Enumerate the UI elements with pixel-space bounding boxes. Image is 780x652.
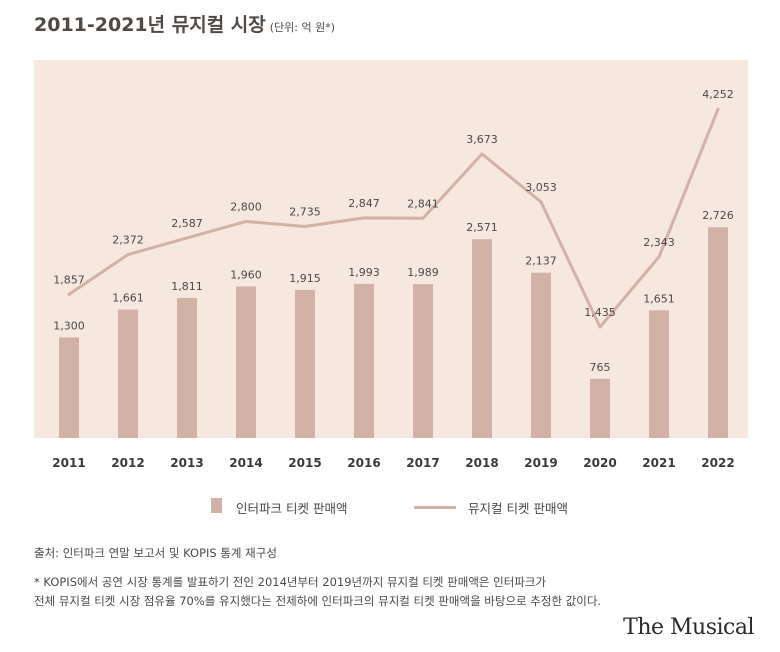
- bar-label-2022: 2,726: [702, 209, 734, 222]
- bar-2021: [649, 310, 669, 438]
- legend: 인터파크 티켓 판매액 뮤지컬 티켓 판매액: [0, 496, 780, 516]
- bar-2012: [118, 309, 138, 438]
- line-label-2015: 2,735: [289, 205, 321, 218]
- footnote-line-2: 전체 뮤지컬 티켓 시장 점유율 70%를 유지했다는 전제하에 인터파크의 뮤…: [34, 594, 602, 608]
- line-label-2021: 2,343: [643, 236, 675, 249]
- bar-label-2017: 1,989: [407, 266, 439, 279]
- x-tick-2018: 2018: [465, 456, 498, 470]
- line-label-2020: 1,435: [584, 306, 616, 319]
- bar-2013: [177, 297, 197, 438]
- bar-2022: [708, 227, 728, 438]
- line-label-2022: 4,252: [702, 88, 734, 101]
- x-tick-2017: 2017: [406, 456, 439, 470]
- bar-label-2018: 2,571: [466, 221, 498, 234]
- chart-unit: (단위: 억 원*): [269, 21, 336, 34]
- bar-label-2021: 1,651: [643, 292, 675, 305]
- bar-2019: [531, 272, 551, 438]
- line-label-2013: 2,587: [171, 217, 203, 230]
- line-series-musical-sales: [67, 107, 720, 329]
- line-label-2011: 1,857: [53, 273, 85, 286]
- x-tick-2019: 2019: [524, 456, 557, 470]
- bar-label-2011: 1,300: [53, 319, 85, 332]
- bar-label-2020: 765: [590, 361, 611, 374]
- bar-label-2019: 2,137: [525, 255, 557, 268]
- x-tick-2020: 2020: [583, 456, 616, 470]
- legend-bar-swatch: [211, 498, 222, 513]
- x-tick-2015: 2015: [288, 456, 321, 470]
- bar-2016: [354, 283, 374, 438]
- bar-label-2012: 1,661: [112, 292, 144, 305]
- bar-2017: [413, 284, 433, 438]
- source-note: 출처: 인터파크 연말 보고서 및 KOPIS 통계 재구성: [34, 546, 277, 560]
- bar-label-2016: 1,993: [348, 266, 380, 279]
- x-tick-2011: 2011: [52, 456, 85, 470]
- bar-label-2015: 1,915: [289, 272, 321, 285]
- footnote-line-1: * KOPIS에서 공연 시장 통계를 발표하기 전인 2014년부터 2019…: [34, 575, 547, 589]
- bar-2011: [59, 337, 79, 438]
- bar-label-2014: 1,960: [230, 268, 262, 281]
- chart-title: 2011-2021년 뮤지컬 시장 (단위: 억 원*): [34, 10, 335, 37]
- line-label-2016: 2,847: [348, 197, 380, 210]
- line-label-2019: 3,053: [525, 181, 557, 194]
- bar-2018: [472, 239, 492, 438]
- line-label-2012: 2,372: [112, 234, 144, 247]
- line-label-2018: 3,673: [466, 133, 498, 146]
- bar-2014: [236, 286, 256, 438]
- chart-title-text: 2011-2021년 뮤지컬 시장: [34, 14, 266, 36]
- x-tick-2022: 2022: [701, 456, 734, 470]
- x-tick-2012: 2012: [111, 456, 144, 470]
- bar-2015: [295, 289, 315, 438]
- x-tick-2014: 2014: [229, 456, 262, 470]
- bar-2020: [590, 378, 610, 438]
- brand-logo: The Musical: [623, 615, 754, 640]
- x-tick-2013: 2013: [170, 456, 203, 470]
- legend-line-swatch: [414, 506, 456, 509]
- x-tick-2021: 2021: [642, 456, 675, 470]
- line-label-2014: 2,800: [230, 200, 262, 213]
- line-label-2017: 2,841: [407, 197, 439, 210]
- legend-line-label: 뮤지컬 티켓 판매액: [468, 501, 568, 516]
- combo-chart: 1,300 1,661 1,811 1,960 1,915 1,993 1,989 2,571…: [52, 88, 734, 470]
- bar-label-2013: 1,811: [171, 280, 203, 293]
- x-tick-2016: 2016: [347, 456, 380, 470]
- legend-bar-label: 인터파크 티켓 판매액: [236, 501, 348, 516]
